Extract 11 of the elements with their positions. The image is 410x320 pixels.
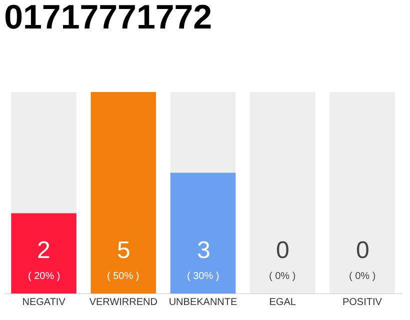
x-tick-label: UNBEKANNTE xyxy=(168,297,238,308)
data-label: 2 ( 20% ) xyxy=(28,237,60,282)
data-label: 5 ( 50% ) xyxy=(107,237,140,282)
data-label: 0 ( 0% ) xyxy=(349,237,376,282)
x-tick-label: EGAL xyxy=(269,297,296,308)
chart-title: 01717771772 xyxy=(4,0,212,37)
data-label: 0 ( 0% ) xyxy=(269,237,296,282)
x-tick-label: VERWIRREND xyxy=(89,297,158,308)
data-label: 3 ( 30% ) xyxy=(187,237,220,282)
x-tick-label: NEGATIV xyxy=(22,297,66,308)
x-tick-label: POSITIV xyxy=(342,297,382,308)
